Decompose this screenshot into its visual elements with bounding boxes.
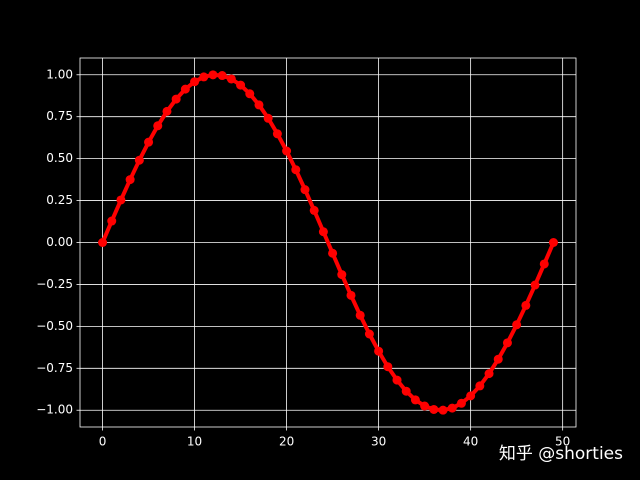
marker — [539, 259, 549, 269]
y-tick-label: −0.50 — [36, 319, 73, 333]
marker — [355, 310, 365, 320]
marker — [226, 74, 236, 84]
marker — [272, 129, 282, 139]
marker — [153, 121, 163, 131]
marker — [401, 386, 411, 396]
marker — [548, 238, 558, 247]
marker — [236, 80, 246, 90]
marker — [438, 405, 448, 415]
marker — [263, 113, 273, 123]
y-tick-label: 0.00 — [46, 235, 73, 249]
x-tick-label: 40 — [463, 435, 478, 449]
marker — [282, 146, 292, 156]
marker — [107, 216, 117, 226]
marker — [309, 205, 319, 215]
marker — [291, 165, 301, 175]
marker — [420, 401, 430, 411]
marker — [125, 175, 135, 185]
marker — [171, 94, 181, 104]
marker — [530, 280, 540, 290]
marker — [475, 381, 485, 391]
marker — [300, 185, 310, 195]
marker — [217, 71, 227, 81]
axes-frame — [79, 57, 577, 428]
marker — [429, 404, 439, 414]
marker — [98, 238, 108, 247]
marker — [162, 106, 172, 116]
x-tick-label: 20 — [279, 435, 294, 449]
marker — [502, 338, 512, 348]
marker — [245, 89, 255, 99]
marker — [199, 72, 209, 82]
marker — [318, 227, 328, 237]
marker — [180, 84, 190, 94]
marker — [208, 70, 218, 80]
marker — [512, 320, 522, 330]
marker — [134, 155, 144, 165]
marker — [346, 290, 356, 300]
y-tick-label: −0.25 — [36, 277, 73, 291]
marker — [364, 329, 374, 339]
y-tick-label: −0.75 — [36, 361, 73, 375]
marker — [254, 100, 264, 110]
watermark: 知乎 @shorties — [499, 444, 623, 464]
marker — [190, 77, 200, 87]
marker — [484, 369, 494, 379]
marker — [521, 300, 531, 310]
y-tick-label: 0.75 — [46, 109, 73, 123]
y-tick-label: −1.00 — [36, 403, 73, 417]
marker — [337, 270, 347, 280]
x-tick-label: 30 — [371, 435, 386, 449]
y-tick-label: 0.50 — [46, 151, 73, 165]
marker — [410, 395, 420, 405]
marker — [144, 137, 154, 147]
marker — [456, 398, 466, 408]
marker — [447, 403, 457, 413]
x-tick-label: 10 — [187, 435, 202, 449]
marker — [466, 391, 476, 401]
marker — [328, 248, 338, 258]
marker — [374, 346, 384, 356]
marker — [392, 375, 402, 385]
marker — [116, 195, 126, 205]
x-tick-label: 0 — [99, 435, 107, 449]
y-tick-label: 0.25 — [46, 193, 73, 207]
marker — [493, 354, 503, 364]
marker — [383, 362, 393, 372]
x-tick-label: 50 — [555, 435, 570, 449]
y-tick-label: 1.00 — [46, 67, 73, 81]
